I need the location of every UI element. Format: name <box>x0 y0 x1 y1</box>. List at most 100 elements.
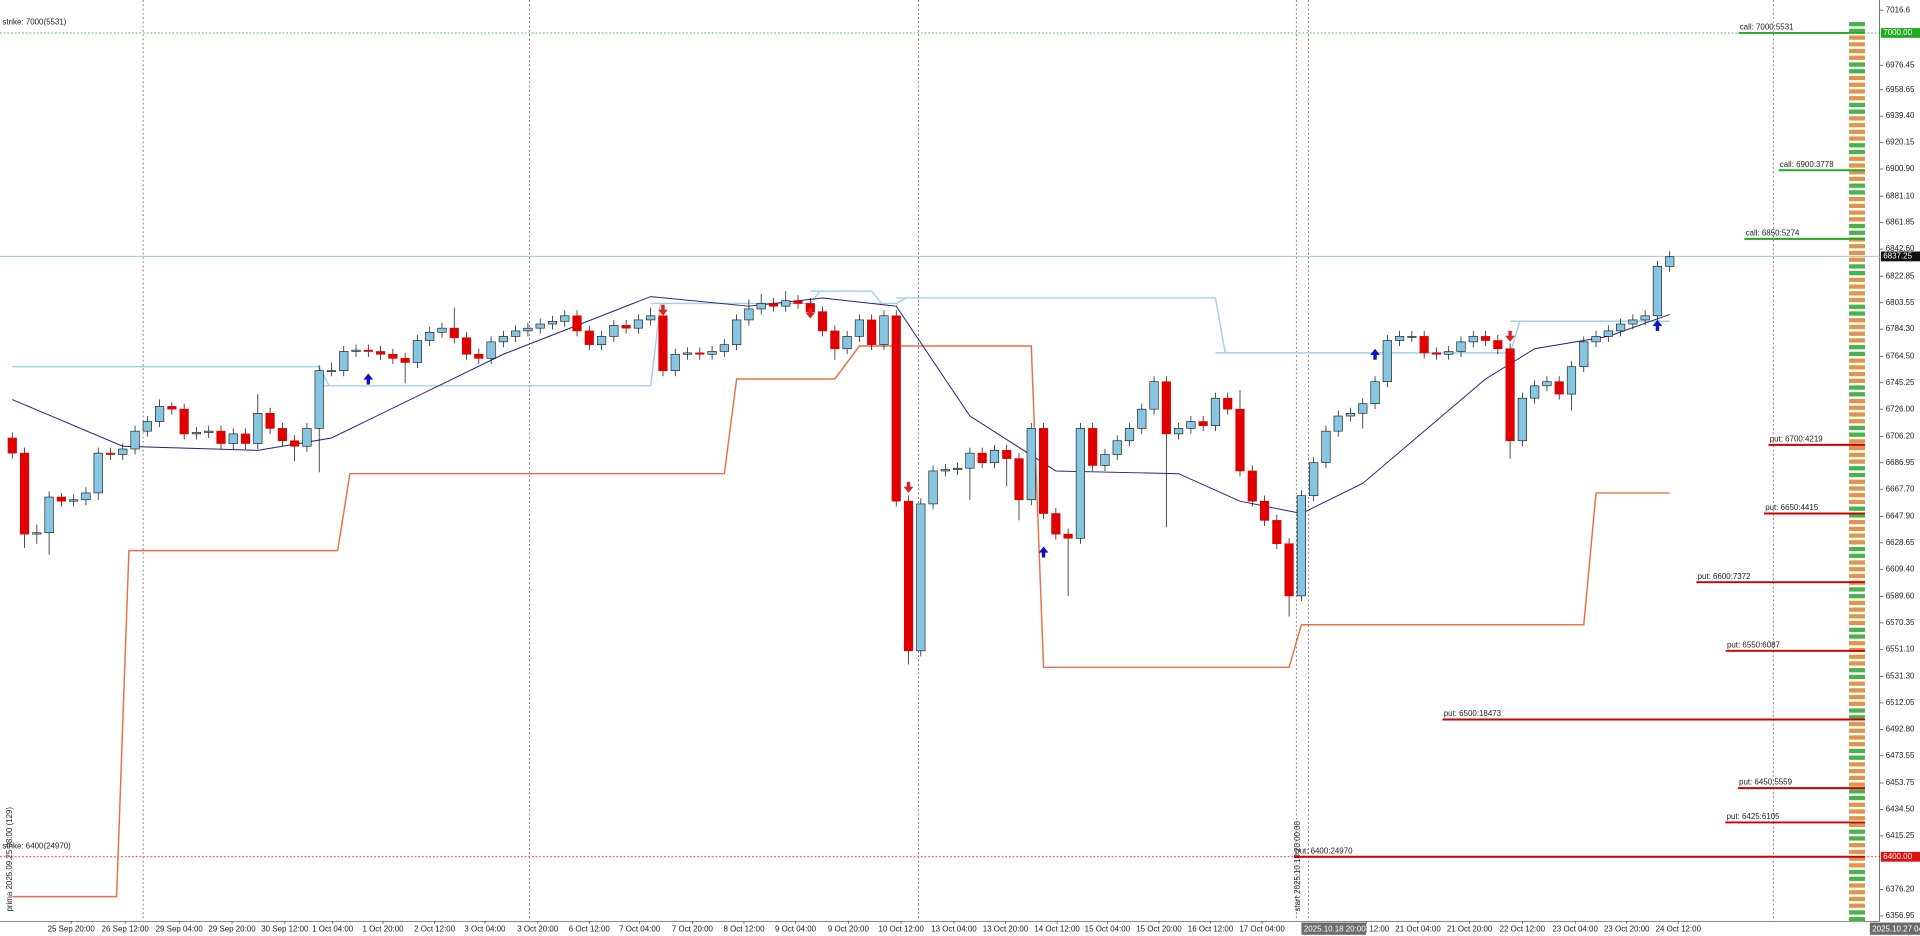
strike-stack-cell <box>1849 829 1865 834</box>
x-tick-label: 15 Oct 04:00 <box>1085 924 1131 933</box>
x-tick-label: 10 Oct 12:00 <box>878 924 924 933</box>
put-label: put: 6600:7372 <box>1698 572 1752 581</box>
strike-stack-cell <box>1849 304 1865 309</box>
strike-stack-cell <box>1849 560 1865 565</box>
strike-stack-cell <box>1849 708 1865 713</box>
y-tick-label: 6628.65 <box>1886 538 1915 547</box>
strike-stack-cell <box>1849 917 1865 922</box>
strike-stack-cell <box>1849 486 1865 491</box>
y-tick-label: 7016.6 <box>1886 5 1911 14</box>
candle-body <box>351 349 361 352</box>
candle-body <box>1395 336 1405 341</box>
strike-stack-cell <box>1849 594 1865 599</box>
strike-stack-cell <box>1849 264 1865 269</box>
strike-stack-cell <box>1849 277 1865 283</box>
strike-stack-cell <box>1849 513 1865 518</box>
strike-stack-cell <box>1849 701 1865 706</box>
sell-arrow <box>1505 330 1515 342</box>
candle-body <box>400 358 410 363</box>
strike-stack-cell <box>1849 385 1865 390</box>
strike-stack-cell <box>1849 203 1865 208</box>
candle-body <box>707 351 717 355</box>
x-tick-label: 21 Oct 04:00 <box>1395 924 1441 933</box>
strike-stack-cell <box>1849 674 1865 680</box>
strike-stack-cell <box>1849 62 1865 67</box>
level-price-box <box>1880 28 1920 38</box>
strike-stack-cell <box>1849 627 1865 632</box>
strike-stack-cell <box>1849 600 1865 606</box>
candle-body <box>253 412 263 444</box>
strike-stack-cell <box>1849 96 1865 101</box>
x-tick-label: 21 Oct 20:00 <box>1447 924 1493 933</box>
strike-stack-cell <box>1849 210 1865 215</box>
upper-band-riser <box>318 366 330 387</box>
candle-body <box>572 315 582 332</box>
strike-stack-cell <box>1849 869 1865 875</box>
candle-body <box>240 433 251 444</box>
candle-body <box>167 406 177 410</box>
strike-stack-cell <box>1849 728 1865 733</box>
candle-body <box>1603 330 1613 337</box>
x-tick-label: 29 Sep 20:00 <box>208 924 256 933</box>
y-tick-label: 6376.20 <box>1886 885 1915 894</box>
candle-body <box>1333 415 1343 432</box>
strike-stack-cell <box>1849 75 1865 81</box>
strike-stack-cell <box>1849 466 1865 471</box>
candle-body <box>1468 336 1478 343</box>
strike-stack-cell <box>1849 439 1865 444</box>
y-tick-label: 6745.25 <box>1886 378 1915 387</box>
strike-stack-cell <box>1849 472 1865 478</box>
candle-body <box>719 344 729 352</box>
strike-stack-cell <box>1849 28 1865 34</box>
strike-stack-cell <box>1849 890 1865 895</box>
candle-body <box>1444 351 1454 355</box>
strike-stack-cell <box>1849 822 1865 828</box>
strike-stack-cell <box>1849 338 1865 343</box>
candle-body <box>265 412 275 429</box>
candle-body <box>1517 397 1527 442</box>
strike-stack-cell <box>1849 540 1865 545</box>
strike-stack-cell <box>1849 607 1865 612</box>
strike-stack-cell <box>1849 331 1865 336</box>
strike-stack-cell <box>1849 533 1865 538</box>
candle-body <box>916 503 926 652</box>
strike-stack-cell <box>1849 183 1865 188</box>
strike-stack-cell <box>1849 163 1865 168</box>
x-tick-label: 22 Oct 12:00 <box>1500 924 1546 933</box>
upper-band-riser <box>871 290 883 304</box>
candle-body <box>1665 256 1675 267</box>
y-tick-label: 6647.90 <box>1886 511 1915 520</box>
candle-body <box>1026 428 1036 501</box>
strike-stack-cell <box>1849 318 1865 323</box>
candle-body <box>1100 454 1110 466</box>
candle-body <box>93 452 103 494</box>
strike-stack-cell <box>1849 358 1865 363</box>
strike-stack-cell <box>1849 721 1865 727</box>
strike-stack-cell <box>1849 291 1865 296</box>
sell-arrow <box>658 304 668 316</box>
strike-stack-cell <box>1849 782 1865 787</box>
x-tick-label: 8 Oct 12:00 <box>723 924 765 933</box>
y-tick-label: 6958.65 <box>1886 85 1915 94</box>
strike-stack-cell <box>1849 809 1865 814</box>
candle-body <box>19 452 30 535</box>
candle-body <box>1014 458 1024 501</box>
y-tick-label: 6551.10 <box>1886 644 1915 653</box>
candle-body <box>1284 543 1294 597</box>
y-tick-label: 6920.15 <box>1886 138 1915 147</box>
candle-body <box>1628 319 1638 325</box>
strike-stack-cell <box>1849 493 1865 498</box>
strike-stack-cell <box>1849 122 1865 128</box>
time-marker-label: 2025.10.18 20:00 <box>1304 924 1366 933</box>
x-tick-label: 13 Oct 04:00 <box>931 924 977 933</box>
candle-body <box>940 469 950 472</box>
candle-body <box>339 351 349 372</box>
strike-stack-cell <box>1849 392 1865 397</box>
y-tick-label: 6706.20 <box>1886 431 1915 440</box>
candle-body <box>437 327 447 333</box>
candle-body <box>388 353 398 359</box>
candle-body <box>363 349 373 352</box>
strike-stack-cell <box>1849 641 1865 646</box>
candle-body <box>118 448 128 455</box>
candle-body <box>732 319 742 345</box>
